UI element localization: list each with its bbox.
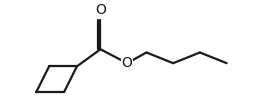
- Text: O: O: [122, 56, 133, 70]
- Text: O: O: [95, 3, 106, 17]
